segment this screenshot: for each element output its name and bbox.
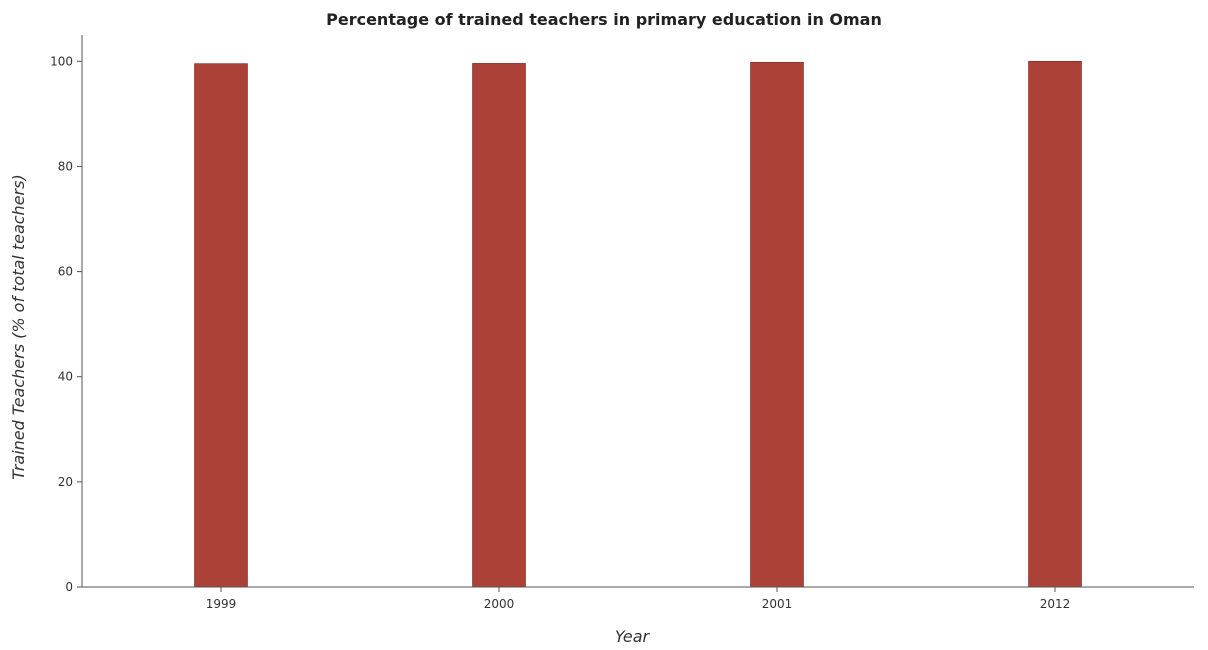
x-axis-title: Year <box>615 627 651 646</box>
bars-group <box>194 60 1082 588</box>
y-tick-label: 100 <box>50 54 73 68</box>
chart-title: Percentage of trained teachers in primar… <box>326 10 882 29</box>
y-tick-label: 20 <box>58 475 73 489</box>
x-tick-label: 2001 <box>762 597 793 611</box>
y-tick-label: 40 <box>58 370 73 384</box>
x-tick-label: 1999 <box>206 597 237 611</box>
bar-2012 <box>1028 60 1082 588</box>
axes-group: 0 20 40 60 80 100 1999 2000 2001 2012 <box>50 35 1194 611</box>
y-tick-label: 0 <box>65 580 73 594</box>
bar-2001 <box>750 62 804 588</box>
bar-1999 <box>194 63 248 588</box>
x-tick-label: 2012 <box>1040 597 1071 611</box>
y-tick-label: 80 <box>58 159 73 173</box>
y-axis-title: Trained Teachers (% of total teachers) <box>9 174 28 479</box>
x-tick-label: 2000 <box>484 597 515 611</box>
y-tick-label: 60 <box>58 265 73 279</box>
bar-2000 <box>472 63 526 588</box>
